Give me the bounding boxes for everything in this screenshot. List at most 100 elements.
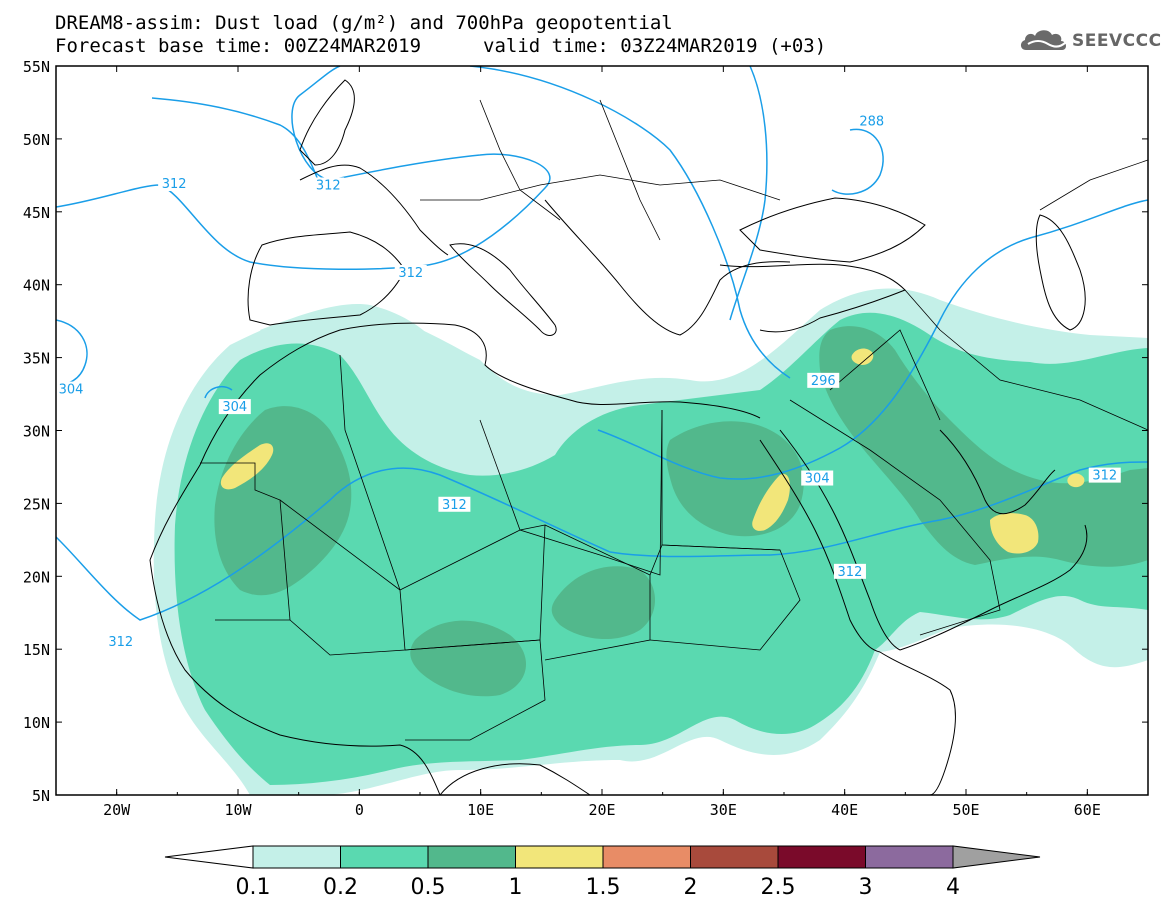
lon-label: 10E xyxy=(467,801,494,819)
contour-label-bg xyxy=(218,399,251,415)
border-mauritania xyxy=(200,462,291,621)
coast-guinea xyxy=(439,763,591,795)
colorbar-tick-label: 0.2 xyxy=(323,875,358,900)
contour-label: 304 xyxy=(801,470,834,487)
border-libya xyxy=(479,409,663,576)
contour-label: 288 xyxy=(855,113,888,129)
longitude-labels: 20W 10W 0 10E 20E 30E 40E 50E 60E xyxy=(103,801,1101,819)
border-sudan xyxy=(649,544,801,651)
geopotential-contours xyxy=(56,66,1148,621)
lon-label: 20W xyxy=(103,801,131,819)
colorbar-box xyxy=(602,845,691,869)
colorbar-tick-label: 1.5 xyxy=(586,875,621,900)
dust-map: 312 312 312 288 304 304 296 304 312 312 312 312 55N… xyxy=(23,58,1149,819)
cloud-icon xyxy=(1020,30,1067,50)
contour-label-text: 312 xyxy=(838,565,863,580)
colorbar-under xyxy=(164,845,254,869)
coast-caspian xyxy=(1035,214,1086,331)
colorbar-box xyxy=(690,845,779,869)
contour-label-bg xyxy=(807,372,840,388)
contour-label-bg xyxy=(1088,467,1121,483)
contour-label: 296 xyxy=(807,372,840,389)
contour-296 xyxy=(469,66,791,379)
lat-label: 15N xyxy=(23,641,50,659)
contour-288 xyxy=(831,128,884,195)
coast-italy xyxy=(449,243,557,336)
lon-label: 20E xyxy=(588,801,615,819)
coast-black-sea xyxy=(739,197,926,263)
contour-304-west xyxy=(56,319,88,386)
lat-label: 50N xyxy=(23,131,50,149)
coast-horn xyxy=(879,651,956,795)
lon-label: 30E xyxy=(710,801,737,819)
colorbar-tick-label: 2 xyxy=(684,875,698,900)
country-borders xyxy=(200,99,1148,741)
colorbar-boxes xyxy=(164,845,1041,869)
lat-label: 55N xyxy=(23,58,50,76)
coast-turkey xyxy=(719,263,906,333)
map-subtitle: Forecast base time: 00Z24MAR2019 valid ti… xyxy=(55,35,826,57)
dust-shading xyxy=(153,288,1148,795)
lon-label: 40E xyxy=(831,801,858,819)
coast-balkans xyxy=(544,199,791,336)
lat-label: 45N xyxy=(23,204,50,222)
colorbar-box xyxy=(777,845,866,869)
contour-label-text: 312 xyxy=(316,178,341,193)
contour-label-bg xyxy=(55,381,87,397)
lon-label: 60E xyxy=(1074,801,1101,819)
dust-level-1-a xyxy=(220,443,274,490)
lat-label: 20N xyxy=(23,568,50,586)
border-chad xyxy=(544,524,651,661)
contour-label-bg xyxy=(833,563,866,579)
contour-label-bg xyxy=(158,176,191,192)
colorbar-tick-label: 3 xyxy=(859,875,873,900)
coastlines xyxy=(149,79,1088,795)
lat-label: 30N xyxy=(23,423,50,441)
contour-label-text: 304 xyxy=(805,472,830,487)
contour-label-text: 304 xyxy=(222,400,247,415)
contour-296-east xyxy=(729,66,768,321)
dust-level-1-c xyxy=(851,348,874,365)
colorbar-over xyxy=(952,845,1041,869)
contour-label: 312 xyxy=(158,176,191,192)
map-title: DREAM8-assim: Dust load (g/m²) and 700hP… xyxy=(55,12,673,34)
contour-label-text: 312 xyxy=(162,177,187,192)
base-time: Forecast base time: 00Z24MAR2019 xyxy=(55,35,422,57)
contour-312-north xyxy=(56,66,551,271)
border-algeria xyxy=(339,354,401,591)
coast-red-sea-east xyxy=(779,429,901,651)
dust-level-1-e xyxy=(1067,473,1085,488)
border-central-asia xyxy=(1039,159,1148,211)
contour-label-text: 288 xyxy=(859,114,884,129)
colorbar-box xyxy=(340,845,429,869)
border-iraq xyxy=(829,329,941,421)
border-europe-c xyxy=(599,99,661,241)
contour-label-text: 312 xyxy=(108,635,133,650)
contour-label-bg xyxy=(438,496,471,512)
colorbar-tick-label: 0.5 xyxy=(411,875,446,900)
logo-text: SEEVCCC xyxy=(1072,31,1162,51)
contour-label-text: 312 xyxy=(1092,469,1117,484)
lat-label: 5N xyxy=(32,787,50,805)
dust-level-1-d xyxy=(990,513,1039,554)
contour-label: 312 xyxy=(833,563,866,580)
contour-304 xyxy=(597,199,1148,480)
axis-ticks xyxy=(55,65,1149,796)
coast-north-africa xyxy=(149,322,761,561)
contour-label-text: 312 xyxy=(398,266,423,281)
contour-label-text: 296 xyxy=(811,374,836,389)
contour-label-bg xyxy=(801,470,834,486)
dust-level-0.5-b xyxy=(410,620,527,697)
seevccc-logo: SEEVCCC xyxy=(1018,26,1162,56)
border-saudi xyxy=(789,399,1001,636)
contour-label: 304 xyxy=(55,381,87,398)
contour-label: 304 xyxy=(218,399,251,415)
dust-level-1-b xyxy=(752,474,790,531)
contour-label-bg xyxy=(312,177,345,193)
border-iran xyxy=(904,289,1148,431)
colorbar-tick-label: 1 xyxy=(509,875,523,900)
lat-label: 25N xyxy=(23,495,50,513)
contour-304-coast xyxy=(204,386,233,399)
coast-iberia xyxy=(247,231,406,326)
lat-label: 40N xyxy=(23,277,50,295)
